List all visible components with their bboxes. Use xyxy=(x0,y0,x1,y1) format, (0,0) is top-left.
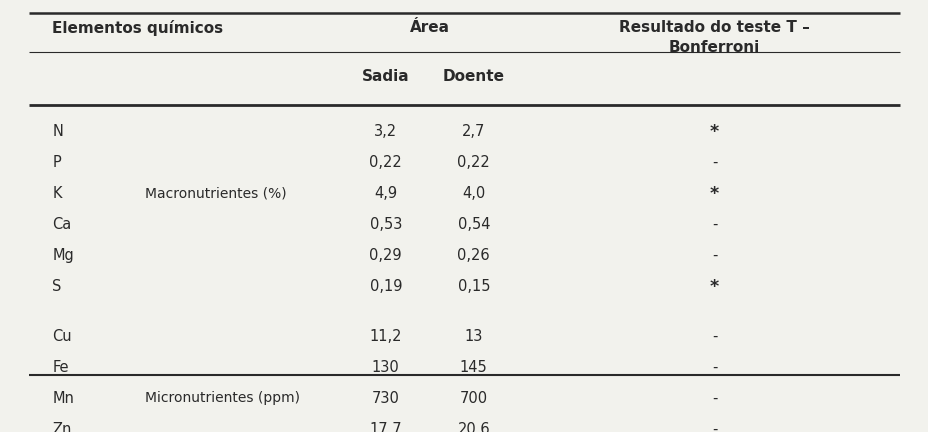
Text: Micronutrientes (ppm): Micronutrientes (ppm) xyxy=(145,391,300,405)
Text: Mg: Mg xyxy=(52,248,74,263)
Text: Macronutrientes (%): Macronutrientes (%) xyxy=(145,187,286,200)
Text: *: * xyxy=(709,184,718,203)
Text: -: - xyxy=(711,391,716,406)
Text: *: * xyxy=(709,278,718,295)
Text: 130: 130 xyxy=(371,359,399,375)
Text: -: - xyxy=(711,329,716,343)
Text: -: - xyxy=(711,359,716,375)
Text: Ca: Ca xyxy=(52,217,71,232)
Text: -: - xyxy=(711,155,716,170)
Text: -: - xyxy=(711,248,716,263)
Text: Zn: Zn xyxy=(52,422,71,432)
Text: N: N xyxy=(52,124,63,139)
Text: 700: 700 xyxy=(459,391,487,406)
Text: -: - xyxy=(711,217,716,232)
Text: 0,22: 0,22 xyxy=(369,155,402,170)
Text: 0,19: 0,19 xyxy=(369,279,402,294)
Text: Sadia: Sadia xyxy=(362,70,409,84)
Text: S: S xyxy=(52,279,61,294)
Text: 17,7: 17,7 xyxy=(369,422,402,432)
Text: 20,6: 20,6 xyxy=(457,422,490,432)
Text: 0,53: 0,53 xyxy=(369,217,402,232)
Text: 145: 145 xyxy=(459,359,487,375)
Text: 4,9: 4,9 xyxy=(374,186,397,201)
Text: Área: Área xyxy=(409,20,449,35)
Text: 13: 13 xyxy=(464,329,483,343)
Text: 2,7: 2,7 xyxy=(461,124,485,139)
Text: *: * xyxy=(709,123,718,141)
Text: Fe: Fe xyxy=(52,359,69,375)
Text: 0,26: 0,26 xyxy=(457,248,490,263)
Text: 730: 730 xyxy=(371,391,399,406)
Text: Resultado do teste T –
Bonferroni: Resultado do teste T – Bonferroni xyxy=(618,20,809,55)
Text: Elementos químicos: Elementos químicos xyxy=(52,20,224,36)
Text: 0,54: 0,54 xyxy=(457,217,489,232)
Text: 0,15: 0,15 xyxy=(457,279,489,294)
Text: 4,0: 4,0 xyxy=(461,186,484,201)
Text: P: P xyxy=(52,155,61,170)
Text: K: K xyxy=(52,186,62,201)
Text: Doente: Doente xyxy=(443,70,504,84)
Text: 3,2: 3,2 xyxy=(374,124,397,139)
Text: 0,29: 0,29 xyxy=(369,248,402,263)
Text: 11,2: 11,2 xyxy=(369,329,402,343)
Text: 0,22: 0,22 xyxy=(457,155,490,170)
Text: -: - xyxy=(711,422,716,432)
Text: Cu: Cu xyxy=(52,329,71,343)
Text: Mn: Mn xyxy=(52,391,74,406)
